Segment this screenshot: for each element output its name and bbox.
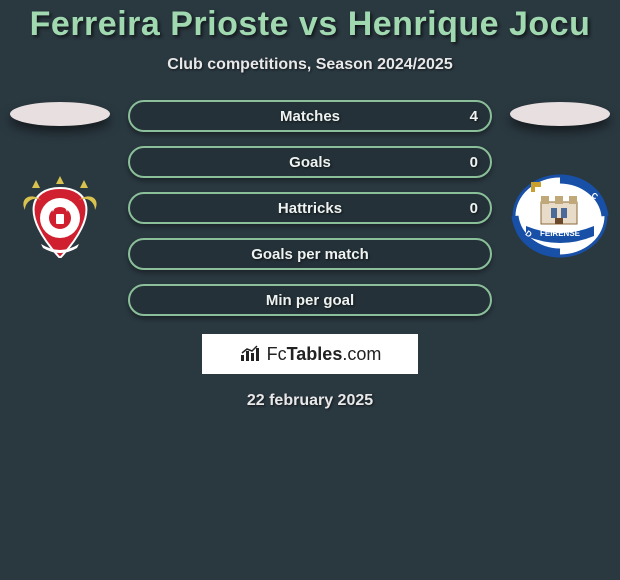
stat-row-hattricks: Hattricks 0: [128, 192, 492, 224]
brand-text: FcTables.com: [267, 344, 382, 365]
brand-box[interactable]: FcTables.com: [202, 334, 418, 374]
stat-value-right: 0: [470, 200, 478, 217]
left-club-badge: [11, 174, 109, 258]
stats-column: Matches 4 Goals 0 Hattricks 0 Goals per …: [110, 100, 510, 316]
date-line: 22 february 2025: [0, 392, 620, 410]
stat-value-right: 4: [470, 108, 478, 125]
benfica-badge-icon: [11, 174, 109, 258]
stat-label: Hattricks: [278, 200, 342, 217]
comparison-card: Ferreira Prioste vs Henrique Jocu Club c…: [0, 0, 620, 410]
stat-row-goals: Goals 0: [128, 146, 492, 178]
stat-row-matches: Matches 4: [128, 100, 492, 132]
subtitle: Club competitions, Season 2024/2025: [0, 56, 620, 74]
svg-text:FEIRENSE: FEIRENSE: [540, 229, 581, 238]
stat-row-min-per-goal: Min per goal: [128, 284, 492, 316]
stat-label: Min per goal: [266, 292, 354, 309]
stat-label: Goals per match: [251, 246, 369, 263]
left-player-marker: [10, 102, 110, 126]
feirense-badge-icon: FEIRENSE C D: [511, 174, 609, 258]
stat-label: Matches: [280, 108, 340, 125]
left-column: [10, 102, 110, 258]
main-row: Matches 4 Goals 0 Hattricks 0 Goals per …: [0, 102, 620, 316]
chart-icon: [239, 345, 261, 363]
stat-value-right: 0: [470, 154, 478, 171]
right-column: FEIRENSE C D: [510, 102, 610, 258]
stat-label: Goals: [289, 154, 331, 171]
page-title: Ferreira Prioste vs Henrique Jocu: [0, 5, 620, 44]
stat-row-goals-per-match: Goals per match: [128, 238, 492, 270]
right-player-marker: [510, 102, 610, 126]
right-club-badge: FEIRENSE C D: [511, 174, 609, 258]
